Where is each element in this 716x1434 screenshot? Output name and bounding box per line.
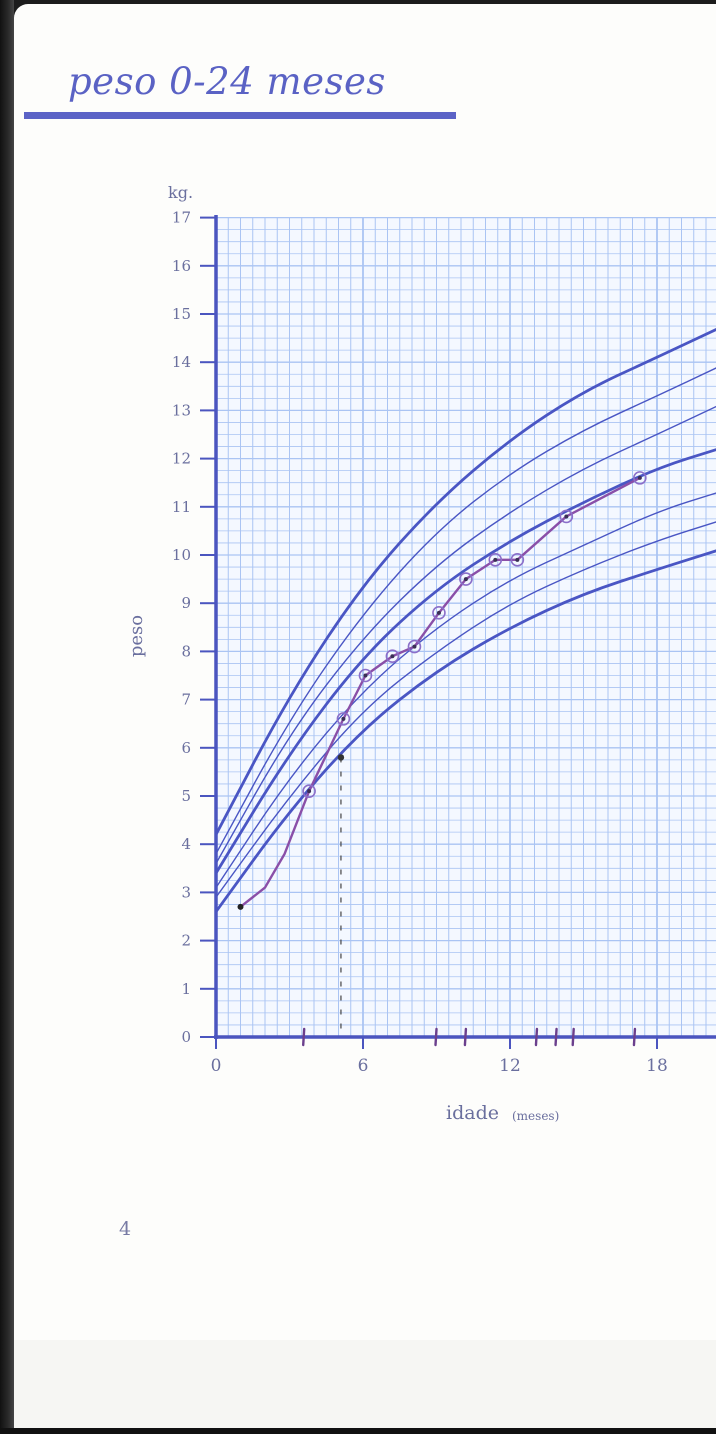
reference-curve-7 xyxy=(214,327,716,836)
guide-line-group xyxy=(337,754,345,1037)
x-tick-label: 0 xyxy=(211,1056,222,1076)
y-tick-label: 10 xyxy=(172,546,191,564)
axis-hand-mark xyxy=(463,1027,468,1047)
y-tick-label: 16 xyxy=(172,257,191,275)
y-tick-label: 6 xyxy=(181,739,191,757)
page-number: 4 xyxy=(119,1218,132,1240)
patient-data-point xyxy=(432,606,446,620)
patient-data-point-center xyxy=(307,789,312,794)
guide-point xyxy=(337,754,345,761)
patient-data-point-center xyxy=(564,514,569,519)
y-tick-label: 8 xyxy=(181,642,191,660)
patient-data-point-center xyxy=(341,716,346,721)
y-tick-label: 2 xyxy=(181,932,191,950)
y-tick-label: 1 xyxy=(181,980,191,998)
page-binding-edge xyxy=(0,0,14,1434)
y-tick-label: 11 xyxy=(172,498,191,516)
patient-data-point xyxy=(559,509,574,524)
patient-data-point xyxy=(459,572,473,586)
chart-axes xyxy=(200,215,716,1049)
x-tick-label: 18 xyxy=(646,1056,668,1076)
patient-data-point-center xyxy=(515,557,520,562)
page-title: peso 0-24 meses xyxy=(68,60,386,103)
axis-hand-mark xyxy=(534,1027,539,1047)
reference-curve-5 xyxy=(215,405,716,864)
patient-data-point xyxy=(488,553,503,567)
patient-weight-line xyxy=(239,476,641,908)
axis-hand-mark xyxy=(571,1027,575,1047)
patient-data-point xyxy=(358,668,373,683)
patient-data-point-center xyxy=(412,644,417,649)
y-tick-label: 0 xyxy=(181,1028,191,1046)
patient-data-point xyxy=(336,712,351,726)
patient-data-point-center xyxy=(363,673,368,678)
y-tick-label: 17 xyxy=(172,209,191,227)
patient-data-point xyxy=(385,649,400,664)
chart-grid xyxy=(216,216,716,1037)
y-tick-label: 9 xyxy=(181,594,191,612)
patient-data-point-center xyxy=(493,557,498,562)
patient-data-point-center xyxy=(436,610,441,615)
reference-curve-1 xyxy=(214,549,716,913)
x-tick-label: 6 xyxy=(358,1056,369,1076)
patient-data-point xyxy=(302,784,316,798)
reference-curve-2 xyxy=(215,521,716,898)
axis-hand-mark xyxy=(302,1027,306,1047)
reference-curve-6 xyxy=(215,367,716,855)
y-axis-unit: kg. xyxy=(168,183,193,202)
patient-data-point xyxy=(407,639,422,654)
patient-data-point-center xyxy=(390,654,395,659)
axis-hand-mark xyxy=(554,1027,558,1047)
reference-curve-4 xyxy=(214,448,716,874)
y-tick-label: 14 xyxy=(172,353,191,371)
y-axis-label: peso xyxy=(126,615,147,657)
y-tick-label: 12 xyxy=(172,450,191,468)
y-tick-label: 3 xyxy=(181,883,191,901)
title-underline xyxy=(24,112,456,119)
y-tick-label: 4 xyxy=(181,835,191,853)
patient-start-point xyxy=(237,903,244,910)
patient-data-point xyxy=(633,471,647,485)
axis-hand-mark xyxy=(632,1027,637,1047)
patient-data-point xyxy=(510,553,525,567)
x-tick-label: 12 xyxy=(499,1056,521,1076)
y-tick-label: 13 xyxy=(172,401,191,419)
patient-growth-line xyxy=(237,471,647,910)
page-bottom-edge xyxy=(0,1428,716,1434)
y-tick-label: 7 xyxy=(181,691,191,709)
reference-curves xyxy=(214,327,716,913)
page-bottom-margin xyxy=(14,1340,716,1434)
patient-data-point-center xyxy=(637,475,642,480)
reference-curve-3 xyxy=(215,492,716,888)
patient-data-point-center xyxy=(463,577,468,582)
axis-hand-mark xyxy=(434,1027,438,1047)
x-axis-label: idade xyxy=(446,1102,499,1124)
x-axis-unit: (meses) xyxy=(512,1109,559,1123)
y-tick-label: 15 xyxy=(172,305,191,323)
y-tick-label: 5 xyxy=(181,787,191,805)
